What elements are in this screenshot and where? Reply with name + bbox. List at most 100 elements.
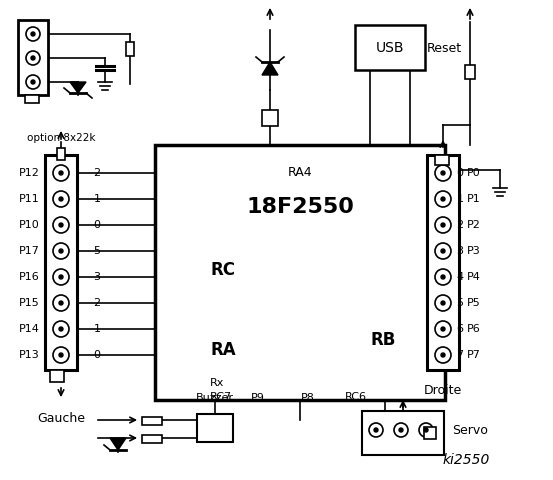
- Bar: [126, 42, 134, 56]
- Circle shape: [59, 197, 63, 201]
- Circle shape: [26, 75, 40, 89]
- Text: RB: RB: [370, 331, 395, 349]
- Bar: [57, 148, 65, 160]
- Text: P6: P6: [467, 324, 481, 334]
- Text: RC: RC: [210, 261, 235, 279]
- Text: 1: 1: [456, 194, 463, 204]
- Bar: [424, 427, 436, 439]
- Bar: [18, 20, 48, 95]
- Polygon shape: [70, 82, 86, 93]
- Circle shape: [441, 301, 445, 305]
- Circle shape: [399, 428, 403, 432]
- Text: 3: 3: [456, 246, 463, 256]
- Text: 0: 0: [93, 350, 101, 360]
- Circle shape: [424, 428, 428, 432]
- Circle shape: [26, 51, 40, 65]
- Bar: [465, 65, 475, 79]
- Circle shape: [53, 295, 69, 311]
- Text: 5: 5: [93, 246, 101, 256]
- Circle shape: [53, 321, 69, 337]
- Circle shape: [441, 223, 445, 227]
- Bar: [155, 145, 445, 400]
- Circle shape: [26, 27, 40, 41]
- Bar: [427, 155, 459, 370]
- Text: 1: 1: [93, 194, 101, 204]
- Text: USB: USB: [375, 40, 404, 55]
- Text: P4: P4: [467, 272, 481, 282]
- Circle shape: [441, 353, 445, 357]
- Circle shape: [59, 353, 63, 357]
- Circle shape: [53, 191, 69, 207]
- Circle shape: [59, 327, 63, 331]
- Circle shape: [435, 347, 451, 363]
- Circle shape: [441, 249, 445, 253]
- Polygon shape: [262, 62, 278, 75]
- Circle shape: [31, 56, 35, 60]
- Text: P10: P10: [19, 220, 40, 230]
- Text: P15: P15: [19, 298, 40, 308]
- Bar: [142, 417, 162, 425]
- Bar: [355, 25, 425, 70]
- Circle shape: [441, 275, 445, 279]
- Polygon shape: [110, 438, 126, 450]
- Text: RA4: RA4: [288, 167, 312, 180]
- Circle shape: [53, 165, 69, 181]
- Circle shape: [435, 217, 451, 233]
- Text: Gauche: Gauche: [37, 411, 85, 424]
- Text: Droite: Droite: [424, 384, 462, 396]
- Text: 2: 2: [93, 168, 101, 178]
- Text: option 8x22k: option 8x22k: [27, 133, 95, 143]
- Circle shape: [441, 197, 445, 201]
- Circle shape: [435, 295, 451, 311]
- Circle shape: [59, 301, 63, 305]
- Bar: [262, 110, 278, 126]
- Circle shape: [59, 223, 63, 227]
- Bar: [50, 370, 64, 382]
- Circle shape: [31, 80, 35, 84]
- Circle shape: [441, 327, 445, 331]
- Text: RA: RA: [210, 341, 236, 359]
- Text: 1: 1: [93, 324, 101, 334]
- Text: 5: 5: [456, 298, 463, 308]
- Text: 0: 0: [93, 220, 101, 230]
- Text: P8: P8: [301, 393, 315, 403]
- Circle shape: [419, 423, 433, 437]
- Text: ki2550: ki2550: [442, 453, 490, 467]
- Circle shape: [441, 171, 445, 175]
- Circle shape: [435, 243, 451, 259]
- Bar: [197, 414, 233, 442]
- Text: 0: 0: [456, 168, 463, 178]
- Text: Rx: Rx: [210, 378, 225, 388]
- Text: P12: P12: [19, 168, 40, 178]
- Text: P9: P9: [251, 393, 265, 403]
- Bar: [362, 411, 444, 455]
- Circle shape: [31, 32, 35, 36]
- Circle shape: [435, 269, 451, 285]
- Text: 3: 3: [93, 272, 101, 282]
- Circle shape: [394, 423, 408, 437]
- Text: P16: P16: [19, 272, 40, 282]
- Circle shape: [53, 243, 69, 259]
- Text: Reset: Reset: [427, 41, 462, 55]
- Circle shape: [435, 321, 451, 337]
- Bar: [142, 435, 162, 443]
- Circle shape: [435, 191, 451, 207]
- Text: 4: 4: [456, 272, 463, 282]
- Circle shape: [59, 275, 63, 279]
- Text: P3: P3: [467, 246, 481, 256]
- Text: P0: P0: [467, 168, 481, 178]
- Text: P1: P1: [467, 194, 481, 204]
- Text: P7: P7: [467, 350, 481, 360]
- Text: P11: P11: [19, 194, 40, 204]
- Circle shape: [369, 423, 383, 437]
- Bar: [435, 155, 449, 165]
- Text: 7: 7: [456, 350, 463, 360]
- Circle shape: [374, 428, 378, 432]
- Text: Buzzer: Buzzer: [196, 393, 234, 403]
- Text: RC7: RC7: [210, 392, 232, 402]
- Circle shape: [59, 171, 63, 175]
- Text: 18F2550: 18F2550: [246, 197, 354, 217]
- Circle shape: [59, 249, 63, 253]
- Text: P2: P2: [467, 220, 481, 230]
- Circle shape: [53, 217, 69, 233]
